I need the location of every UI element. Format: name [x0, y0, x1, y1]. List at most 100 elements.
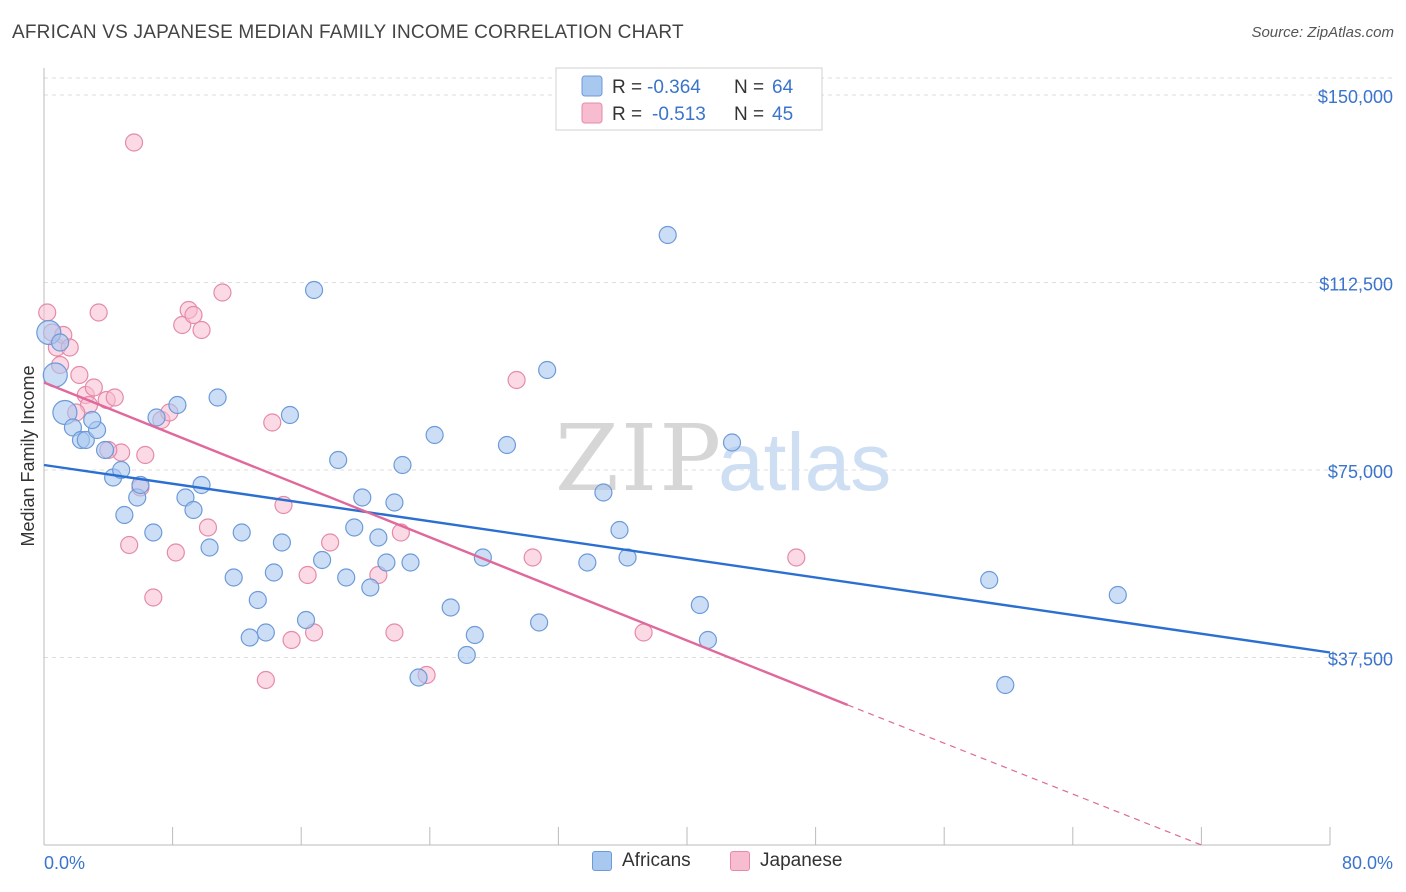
japanese-point	[120, 535, 139, 555]
africans-point	[144, 523, 163, 542]
y-axis-label: Median Family Income	[18, 365, 38, 546]
africans-point	[578, 553, 597, 572]
japanese-point	[124, 133, 144, 152]
y-tick-label: $150,000	[1318, 87, 1393, 107]
legend-japanese-n-label: N =	[734, 104, 764, 125]
africans-point	[112, 460, 131, 480]
africans-point	[530, 613, 549, 632]
source-credit: Source: ZipAtlas.com	[1251, 24, 1394, 41]
africans-trend-line	[43, 463, 1331, 654]
legend-africans-r-value: -0.364	[647, 77, 701, 98]
japanese-point	[507, 370, 526, 390]
legend-bottom: Africans Japanese	[0, 850, 1406, 878]
africans-point	[361, 578, 380, 597]
legend-bottom-africans: Africans	[592, 850, 691, 872]
x-tick-label: 80.0%	[1342, 853, 1393, 873]
africans-point	[240, 628, 259, 647]
x-tick-label: 0.0%	[44, 853, 85, 873]
africans-point	[192, 475, 211, 495]
africans-point	[280, 405, 300, 425]
africans-point	[353, 488, 372, 507]
japanese-point	[38, 303, 57, 322]
africans-point	[272, 533, 292, 552]
africans-point	[312, 550, 332, 570]
africans-point	[441, 598, 460, 617]
watermark-zip: ZIP	[555, 405, 723, 512]
africans-point	[50, 333, 70, 352]
africans-point	[369, 528, 388, 547]
legend-africans-n-value: 64	[772, 77, 794, 98]
africans-point	[329, 450, 348, 470]
y-tick-labels: $37,500 $75,000 $112,500 $150,000	[1318, 87, 1393, 670]
africans-point	[377, 553, 396, 572]
africans-points	[36, 225, 1127, 695]
japanese-point	[144, 588, 163, 607]
japanese-point	[136, 445, 155, 465]
japanese-point	[298, 565, 317, 585]
africans-point	[200, 538, 219, 557]
legend-africans-n-label: N =	[734, 77, 764, 98]
japanese-point	[282, 630, 301, 650]
africans-point	[980, 570, 999, 590]
legend-top: R = -0.364 N = 64 R = -0.513 N = 45	[555, 67, 823, 131]
africans-point	[264, 563, 283, 582]
africans-point	[83, 410, 102, 430]
y-tick-label: $37,500	[1328, 650, 1393, 670]
japanese-point	[105, 388, 124, 407]
japanese-point	[192, 320, 211, 340]
axes	[43, 68, 1331, 846]
africans-point	[345, 518, 364, 537]
japanese-point	[70, 365, 89, 385]
africans-point	[1108, 585, 1127, 605]
legend-bottom-africans-label: Africans	[622, 850, 691, 871]
japanese-point	[184, 305, 203, 325]
japanese-point	[787, 548, 806, 567]
africans-point	[457, 645, 476, 665]
legend-africans-r-label: R =	[612, 77, 642, 98]
africans-point	[610, 520, 629, 540]
legend-japanese-r-label: R =	[612, 104, 642, 125]
africans-point	[393, 455, 412, 475]
japanese-trend-line	[43, 381, 849, 707]
africans-point	[304, 280, 324, 300]
africans-point	[996, 675, 1015, 695]
africans-point	[690, 595, 709, 615]
japanese-point	[321, 533, 340, 552]
y-tick-label: $112,500	[1319, 275, 1393, 295]
africans-point	[232, 523, 251, 542]
chart-title: AFRICAN VS JAPANESE MEDIAN FAMILY INCOME…	[12, 22, 684, 43]
africans-point	[465, 625, 484, 645]
africans-point	[337, 568, 356, 587]
africans-point	[95, 440, 115, 460]
japanese-point	[213, 283, 232, 302]
africans-point	[208, 388, 227, 407]
japanese-swatch	[730, 851, 750, 871]
legend-japanese-swatch	[581, 102, 603, 124]
japanese-point	[256, 670, 275, 690]
africans-point	[296, 610, 316, 630]
japanese-point	[385, 623, 404, 642]
y-tick-label: $75,000	[1328, 462, 1393, 482]
africans-point	[147, 408, 166, 427]
africans-point	[425, 425, 444, 445]
watermark: ZIP atlas	[555, 405, 891, 512]
africans-point	[224, 568, 243, 587]
grid-lines	[44, 77, 1395, 658]
watermark-atlas: atlas	[718, 417, 891, 508]
africans-point	[256, 623, 275, 642]
africans-point	[401, 553, 420, 572]
legend-japanese-n-value: 45	[772, 104, 793, 125]
legend-africans-swatch	[581, 75, 603, 97]
japanese-trend-extension	[847, 704, 1202, 846]
legend-japanese-r-value: -0.513	[652, 104, 706, 125]
japanese-point	[89, 303, 108, 322]
africans-point	[385, 493, 404, 512]
africans-point	[594, 483, 613, 502]
japanese-point	[263, 413, 282, 432]
legend-bottom-japanese: Japanese	[730, 850, 842, 872]
x-tick-labels: 0.0% 80.0%	[44, 853, 1393, 873]
africans-point	[248, 590, 267, 610]
legend-bottom-japanese-label: Japanese	[760, 850, 843, 871]
trend-lines	[43, 381, 1331, 846]
